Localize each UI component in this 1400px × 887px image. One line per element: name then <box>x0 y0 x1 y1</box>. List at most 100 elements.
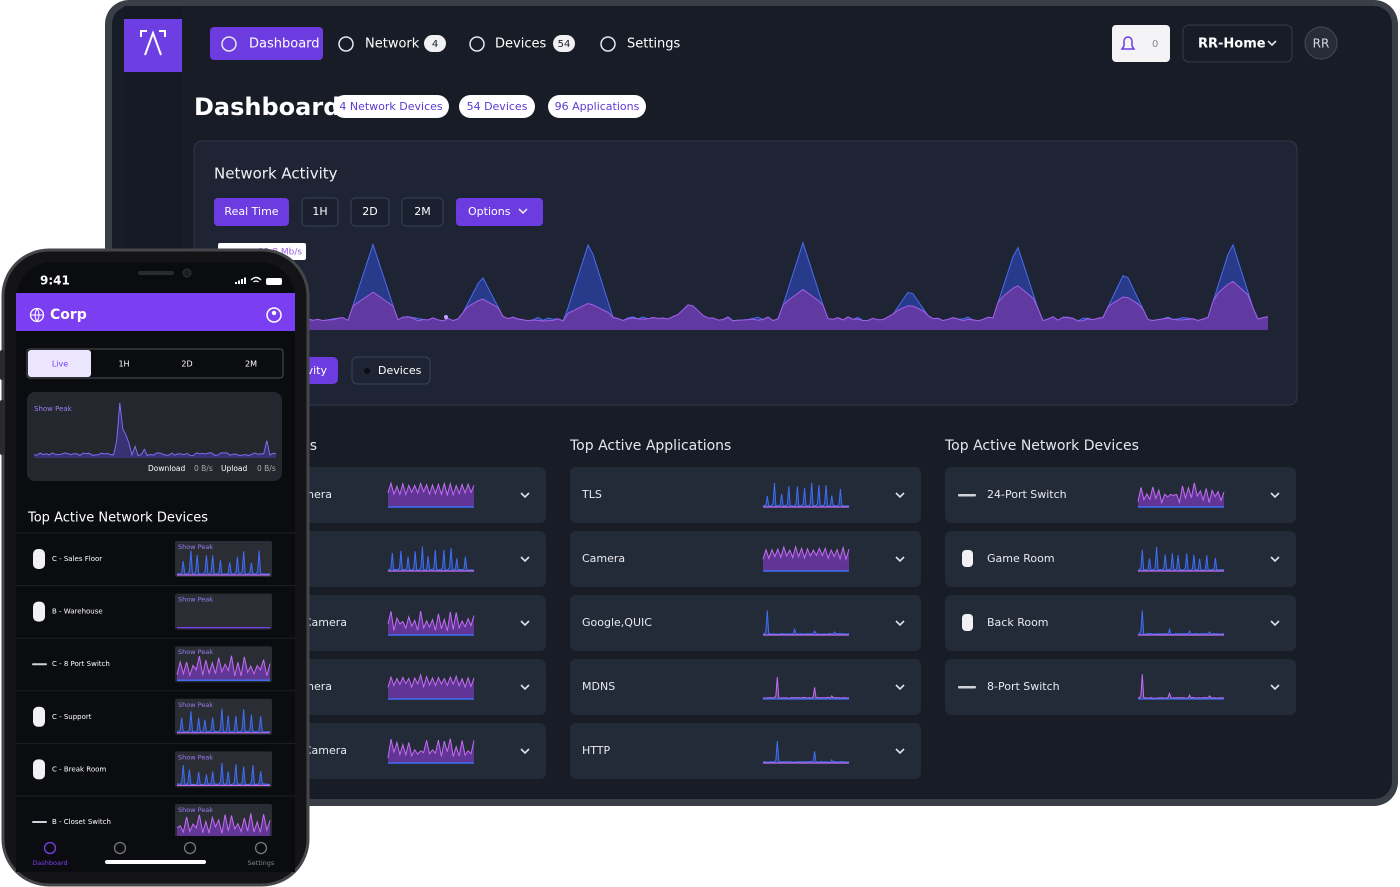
pod-icon <box>33 549 45 569</box>
chevron-icon <box>895 620 905 627</box>
range-button[interactable] <box>301 197 339 227</box>
show-peak: Show Peak <box>178 806 213 814</box>
options-button[interactable] <box>456 198 543 226</box>
show-peak: Show Peak <box>178 701 213 709</box>
show-peak: Show Peak <box>178 543 213 551</box>
show-peak: Show Peak <box>34 405 73 413</box>
tab-icon[interactable] <box>254 841 268 855</box>
phone-button <box>0 400 4 455</box>
nav-item[interactable]: Settings <box>627 37 681 52</box>
list-card[interactable] <box>570 595 921 651</box>
range-button[interactable] <box>350 197 390 227</box>
spark-area <box>388 611 474 635</box>
chevron-icon <box>1270 684 1280 691</box>
spark-line <box>176 708 271 733</box>
list-card[interactable] <box>570 659 921 715</box>
spark-line <box>387 481 475 497</box>
site-select[interactable] <box>1182 24 1293 63</box>
spark-line <box>1137 482 1225 505</box>
switch-icon <box>958 494 976 497</box>
range-tab[interactable]: 2D <box>181 360 192 369</box>
list-card[interactable] <box>945 595 1296 651</box>
page-title: Dashboard <box>194 93 340 121</box>
nav-item[interactable]: Network <box>365 37 420 52</box>
chevron-icon <box>1267 40 1277 47</box>
spark-area <box>388 738 474 763</box>
spark-area <box>177 762 270 786</box>
chevron-icon <box>520 556 530 563</box>
phone-chart <box>27 392 282 481</box>
chevron-icon <box>895 492 905 499</box>
device-label: C - 8 Port Switch <box>52 660 110 668</box>
range-button[interactable] <box>401 197 444 227</box>
row-label: Google,QUIC <box>582 616 652 629</box>
spark-line <box>1137 674 1225 699</box>
battery-icon <box>266 278 282 285</box>
tab-icon[interactable] <box>43 841 57 855</box>
bell-icon <box>1120 36 1136 50</box>
spark-line <box>176 762 271 786</box>
list-card[interactable] <box>945 467 1296 523</box>
activity-download-line <box>217 280 1269 322</box>
chevron-icon <box>1270 492 1280 499</box>
spark-line <box>763 676 850 699</box>
legend-dot <box>364 368 370 374</box>
range-button[interactable] <box>214 198 289 226</box>
status-time: 9:41 <box>40 274 70 288</box>
list-card[interactable] <box>570 531 921 587</box>
avatar[interactable] <box>1304 26 1338 60</box>
pod-icon <box>33 706 45 727</box>
row-label: Game Room <box>987 552 1055 565</box>
legend-devices[interactable] <box>351 356 431 385</box>
count-pill-text: 54 Devices <box>467 100 528 113</box>
range-label: 1H <box>312 205 327 218</box>
row-label: Camera <box>304 744 347 757</box>
options-label: Options <box>468 205 511 218</box>
count-pill-text: 96 Applications <box>555 100 640 113</box>
row-label: 8-Port Switch <box>987 680 1060 693</box>
device-label: C - Support <box>52 713 92 721</box>
nav-icon <box>338 36 354 52</box>
phone-speaker <box>138 271 174 275</box>
nav-item[interactable]: Devices <box>495 37 546 52</box>
count-pill <box>459 95 535 118</box>
home-indicator <box>105 860 206 864</box>
nav-badge-text: 54 <box>558 39 571 50</box>
tab-icon[interactable] <box>183 841 197 855</box>
list-card[interactable] <box>570 467 921 523</box>
list-card[interactable] <box>570 723 921 779</box>
chevron-icon <box>1270 556 1280 563</box>
spark-line <box>176 550 271 575</box>
nav-active[interactable] <box>210 27 323 60</box>
user-icon[interactable] <box>266 307 282 323</box>
notifications[interactable] <box>1112 25 1170 62</box>
spark-area <box>388 483 474 507</box>
notification-count: 0 <box>1152 39 1158 50</box>
nav-item[interactable]: Dashboard <box>249 37 320 52</box>
spark-area <box>763 482 849 507</box>
range-tab[interactable]: Live <box>52 360 68 369</box>
site-name: RR-Home <box>1198 37 1266 52</box>
logo-mark <box>140 30 166 56</box>
range-tab[interactable]: 1H <box>118 360 129 369</box>
spark-line <box>387 611 475 632</box>
list-card[interactable] <box>945 531 1296 587</box>
pod-icon <box>33 759 45 780</box>
nav-badge-text: 4 <box>432 39 438 50</box>
show-peak: Show Peak <box>178 648 213 656</box>
avatar-initials: RR <box>1313 37 1330 51</box>
range-tab[interactable]: 2M <box>245 360 257 369</box>
spark-line <box>762 740 850 763</box>
chevron-icon <box>520 492 530 499</box>
list-card[interactable] <box>945 659 1296 715</box>
spark-line <box>387 738 475 759</box>
show-peak: Show Peak <box>178 596 213 604</box>
signal-bar <box>241 279 243 284</box>
phone-header <box>16 293 295 331</box>
range-tab-active[interactable] <box>28 350 91 377</box>
tab-icon[interactable] <box>113 841 127 855</box>
spark-line <box>762 544 850 562</box>
spark-line <box>387 673 475 689</box>
pod-icon <box>33 601 45 622</box>
